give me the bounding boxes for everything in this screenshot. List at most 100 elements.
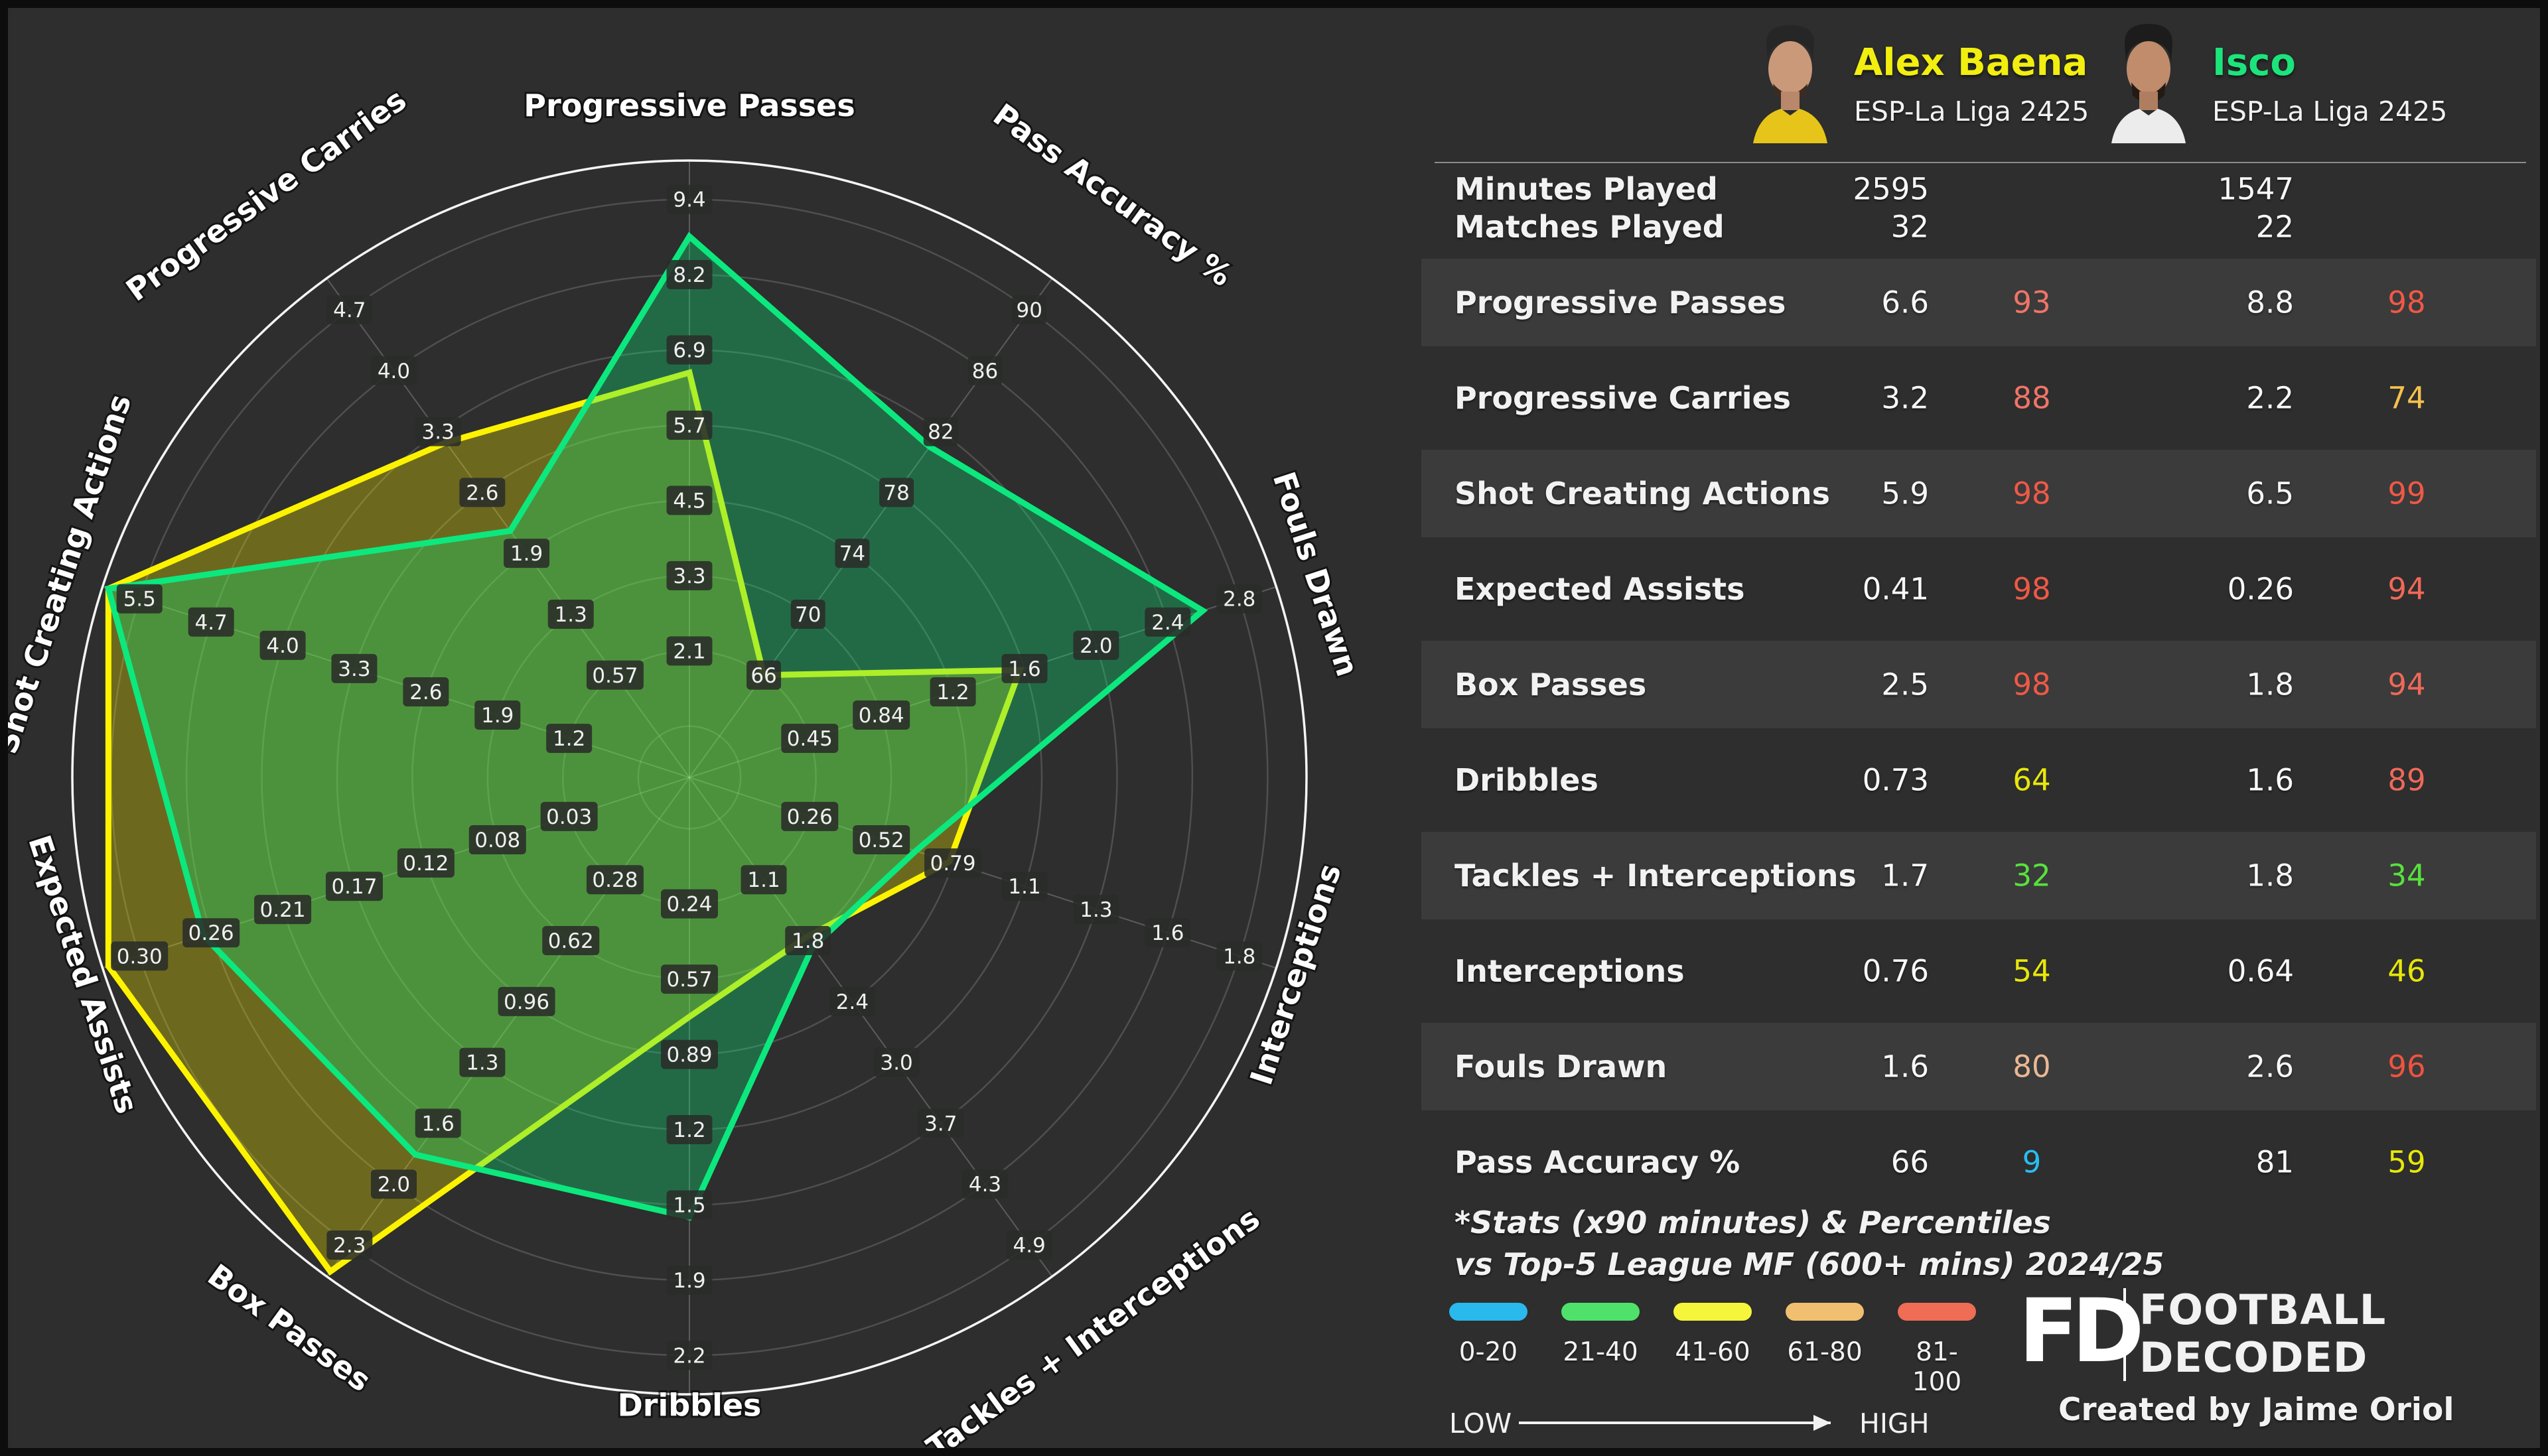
tick-label: 1.1 [741,865,787,895]
tick-label: 1.3 [547,599,594,629]
player2-header: Isco ESP-La Liga 2425 [2105,23,2476,152]
svg-text:4.7: 4.7 [194,611,227,635]
svg-text:4.0: 4.0 [378,360,410,383]
svg-text:78: 78 [883,481,909,505]
brand-wordmark-line1: FOOTBALL [2139,1286,2387,1334]
svg-text:0.21: 0.21 [260,898,306,922]
player2-value: 0.26 [2227,571,2294,607]
tick-label: 0.12 [397,848,455,878]
tick-label: 1.2 [930,677,976,706]
stat-label: Progressive Carries [1454,380,1792,416]
tick-label: 0.96 [498,986,555,1016]
stats-panel: Alex Baena ESP-La Liga 2425 Isco ESP-La … [1421,8,2536,1448]
stat-label: Progressive Passes [1454,285,1786,320]
player1-value: 0.76 [1862,953,1929,989]
axis-title: Pass Accuracy % [987,97,1239,294]
tick-label: 1.9 [666,1265,713,1295]
table-row: Progressive Carries 3.2 88 2.2 74 [1421,354,2536,442]
player1-value: 5.9 [1881,476,1929,511]
table-row: Fouls Drawn 1.6 80 2.6 96 [1421,1023,2536,1110]
low-label: LOW [1449,1408,1512,1439]
player1-value: 3.2 [1881,380,1929,416]
brand-credit: Created by Jaime Oriol [2058,1392,2454,1428]
svg-text:1.9: 1.9 [673,1269,705,1293]
arrow-icon [1519,1415,1831,1431]
tick-label: 0.28 [586,865,644,895]
tick-label: 4.0 [259,630,306,660]
stat-label: Minutes Played [1454,171,1718,207]
tick-label: 1.2 [666,1115,713,1145]
svg-text:4.9: 4.9 [1013,1234,1046,1258]
svg-text:1.3: 1.3 [1080,898,1112,922]
footnote-line1: *Stats (x90 minutes) & Percentiles [1454,1205,2051,1240]
player1-value: 2.5 [1881,667,1929,702]
tick-label: 1.5 [666,1190,713,1220]
tick-label: 1.9 [504,539,550,568]
axis-title: Fouls Drawn [1266,468,1366,681]
tick-label: 78 [879,478,914,507]
player1-value: 0.73 [1862,762,1929,798]
svg-text:1.6: 1.6 [1151,921,1184,945]
branding: FD FOOTBALL DECODED Created by Jaime Ori… [2018,1280,2536,1446]
svg-text:6.9: 6.9 [673,339,705,363]
tick-label: 1.6 [415,1108,461,1138]
player2-value: 22 [2255,209,2294,245]
tick-label: 0.24 [661,889,718,919]
svg-text:1.3: 1.3 [466,1051,498,1075]
svg-text:0.17: 0.17 [331,875,377,899]
svg-text:5.5: 5.5 [123,588,156,612]
tick-label: 5.7 [666,410,713,440]
player2-percentile: 99 [2387,476,2426,511]
table-row: Tackles + Interceptions 1.7 32 1.8 34 [1421,832,2536,919]
logo-divider [2123,1288,2126,1381]
player1-value: 1.6 [1881,1049,1929,1085]
legend-pill [1561,1303,1640,1321]
table-row: Box Passes 2.5 98 1.8 94 [1421,641,2536,728]
tick-label: 2.8 [1216,584,1263,614]
svg-text:0.03: 0.03 [546,805,592,829]
tick-label: 0.57 [586,660,644,690]
stat-label: Shot Creating Actions [1454,476,1830,511]
tick-label: 4.3 [962,1169,1009,1199]
tick-label: 4.5 [666,486,713,515]
football-decoded-logo-icon: FD [2018,1280,2145,1382]
player2-percentile: 59 [2387,1144,2426,1180]
svg-text:0.89: 0.89 [666,1043,712,1067]
tick-label: 86 [967,356,1003,385]
radar-svg: 2.1 3.3 4.5 5.7 6.9 8.2 9.4 66 70 74 78 82 86 90 0.45 0… [8,80,1368,1448]
tick-label: 2.0 [1073,630,1119,660]
svg-text:0.30: 0.30 [117,945,163,968]
tick-label: 1.1 [1001,872,1048,901]
player2-percentile: 94 [2387,667,2426,702]
svg-text:4.5: 4.5 [673,489,705,513]
svg-text:2.3: 2.3 [333,1234,366,1258]
player1-percentile: 64 [2013,762,2051,798]
legend-label: 81-100 [1912,1337,1962,1397]
player2-percentile: 98 [2387,285,2426,320]
player2-value: 8.8 [2246,285,2294,320]
player1-photo [1746,23,1834,143]
player1-value: 32 [1890,209,1929,245]
stat-label: Pass Accuracy % [1454,1144,1740,1180]
tick-label: 0.26 [182,918,240,948]
svg-text:9.4: 9.4 [673,188,705,212]
svg-text:0.57: 0.57 [666,968,712,992]
svg-text:0.26: 0.26 [787,805,833,829]
player1-value: 1.7 [1881,858,1929,893]
tick-label: 0.52 [853,825,910,854]
player2-value: 1547 [2218,171,2294,207]
player1-percentile: 54 [2013,953,2051,989]
svg-text:2.8: 2.8 [1223,588,1255,612]
axis-title: Progressive Passes [524,88,855,123]
tick-label: 2.6 [459,478,506,507]
svg-text:4.3: 4.3 [969,1173,1001,1197]
table-row: Interceptions 0.76 54 0.64 46 [1421,927,2536,1015]
player1-value: 0.41 [1862,571,1929,607]
table-row: Progressive Passes 6.6 93 8.8 98 [1421,259,2536,346]
player1-percentile: 80 [2013,1049,2051,1085]
table-row: Shot Creating Actions 5.9 98 6.5 99 [1421,450,2536,537]
player1-value: 6.6 [1881,285,1929,320]
tick-label: 2.0 [370,1169,417,1199]
tick-label: 0.17 [325,872,383,901]
tick-label: 0.26 [781,801,839,831]
